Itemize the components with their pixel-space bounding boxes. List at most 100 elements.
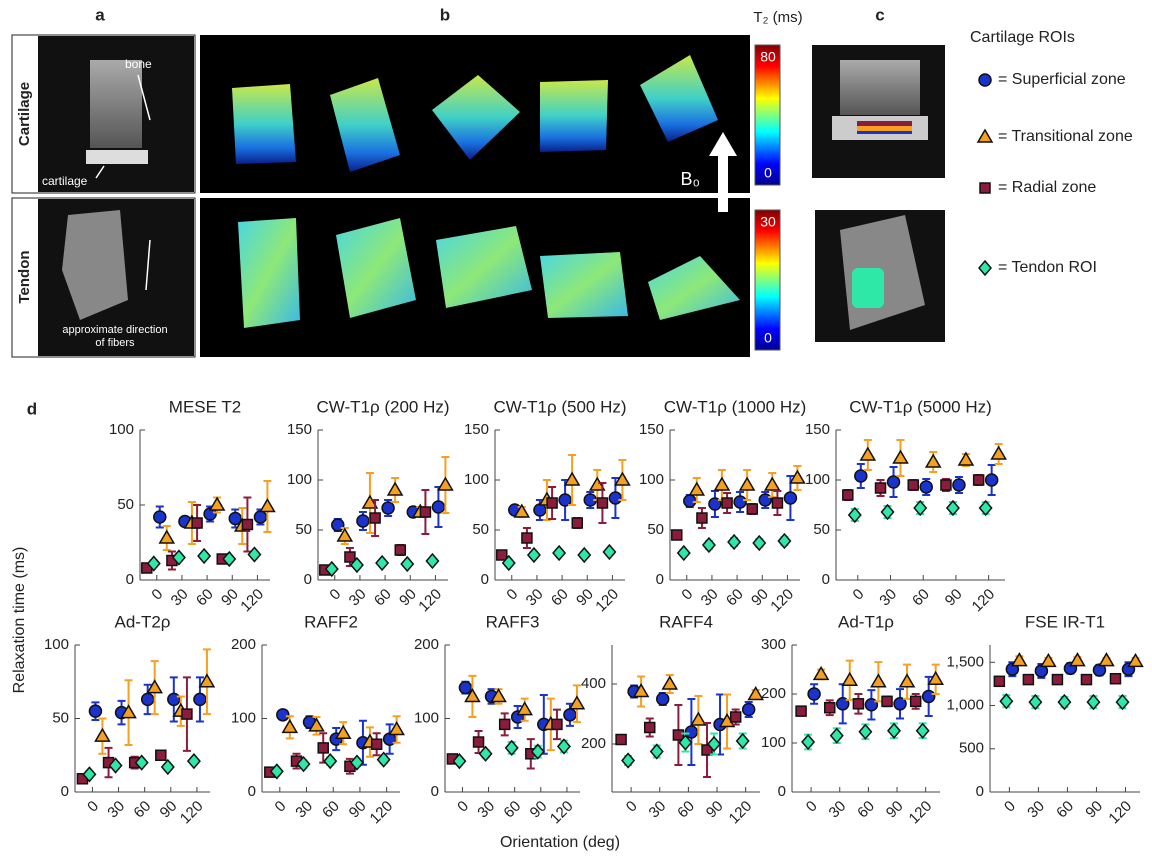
chart-title: Ad-T1ρ: [838, 612, 894, 631]
x-tick-label: 90: [573, 586, 597, 610]
marker: [142, 693, 154, 705]
marker: [283, 720, 297, 732]
marker: [198, 549, 210, 563]
x-tick-label: 90: [942, 586, 966, 610]
marker: [578, 548, 590, 562]
marker: [657, 693, 669, 705]
y-tick-label: 100: [44, 636, 69, 653]
legend-title: Cartilage ROIs: [970, 29, 1075, 46]
marker: [1099, 654, 1113, 666]
panel-a: Cartilage bone cartilage Tendon approxim…: [12, 35, 195, 357]
marker: [737, 734, 749, 748]
marker: [861, 448, 875, 460]
marker: [685, 726, 697, 738]
marker: [357, 515, 369, 527]
marker: [248, 548, 260, 562]
x-tick-label: 120: [547, 798, 577, 828]
marker: [1128, 654, 1142, 666]
x-tick-label: 90: [527, 798, 551, 822]
chart: Ad-T2ρ0501000306090120: [44, 612, 214, 827]
marker: [923, 690, 935, 702]
marker: [1110, 674, 1120, 684]
chart-title: RAFF2: [304, 612, 358, 631]
x-tick-label: 0: [503, 586, 521, 604]
marker: [1041, 654, 1055, 666]
y-tick-label: 200: [581, 735, 606, 752]
x-axis-label: Orientation (deg): [500, 834, 620, 851]
marker: [188, 754, 200, 768]
colorbar-tick: 30: [760, 214, 776, 230]
marker: [722, 498, 732, 508]
y-tick-label: 0: [778, 783, 786, 800]
marker: [911, 696, 921, 706]
y-tick-label: 150: [639, 421, 664, 438]
y-tick-label: 1,000: [946, 696, 984, 713]
y-tick-label: 1,500: [946, 653, 984, 670]
marker: [572, 518, 582, 528]
x-tick-label: 60: [1053, 798, 1077, 822]
colorbar-tick: 0: [764, 330, 772, 346]
marker: [148, 681, 162, 693]
marker: [871, 675, 885, 687]
marker: [859, 725, 871, 739]
marker: [1116, 695, 1128, 709]
marker: [518, 703, 532, 715]
y-tick-label: 50: [647, 521, 664, 538]
marker: [808, 688, 820, 700]
marker: [500, 719, 510, 729]
x-tick-label: 90: [218, 586, 242, 610]
marker: [553, 546, 565, 560]
marker: [376, 556, 388, 570]
y-tick-label: 0: [304, 571, 312, 588]
marker: [979, 74, 991, 86]
y-tick-label: 150: [805, 421, 830, 438]
marker: [715, 478, 729, 490]
y-tick-label: 200: [231, 636, 256, 653]
y-tick-label: 100: [231, 709, 256, 726]
sample: [232, 84, 296, 164]
marker: [747, 504, 757, 514]
marker: [420, 507, 430, 517]
y-tick-label: 0: [431, 783, 439, 800]
marker: [784, 492, 796, 504]
marker: [522, 533, 532, 543]
panel-c: [812, 45, 945, 342]
marker: [734, 496, 746, 508]
y-tick-label: 100: [639, 471, 664, 488]
marker: [920, 481, 932, 493]
marker: [759, 494, 771, 506]
marker: [564, 709, 576, 721]
marker: [888, 724, 900, 738]
y-tick-label: 0: [656, 571, 664, 588]
chart: CW-T1ρ (200 Hz)0501001500306090120: [287, 397, 452, 615]
x-tick-label: 30: [1024, 798, 1048, 822]
x-tick-label: 30: [474, 798, 498, 822]
marker: [947, 501, 959, 515]
marker: [980, 183, 990, 193]
marker: [609, 492, 621, 504]
marker: [882, 696, 892, 706]
x-tick-label: 120: [969, 586, 999, 616]
marker: [645, 723, 655, 733]
x-tick-label: 30: [523, 586, 547, 610]
roi: [857, 126, 912, 131]
marker: [528, 548, 540, 562]
charts: MESE T20501000306090120CW-T1ρ (200 Hz)05…: [44, 397, 1143, 827]
marker: [370, 513, 380, 523]
marker: [796, 706, 806, 716]
y-tick-label: 200: [414, 636, 439, 653]
x-tick-label: 30: [646, 798, 670, 822]
roi: [857, 131, 912, 134]
marker: [210, 498, 224, 510]
x-tick-label: 0: [850, 586, 868, 604]
x-tick-label: 60: [854, 798, 878, 822]
marker: [372, 739, 382, 749]
marker: [260, 500, 274, 512]
marker: [876, 483, 886, 493]
x-tick-label: 90: [883, 798, 907, 822]
x-tick-label: 60: [548, 586, 572, 610]
y-tick-label: 200: [761, 685, 786, 702]
chart-title: Ad-T2ρ: [115, 612, 171, 631]
